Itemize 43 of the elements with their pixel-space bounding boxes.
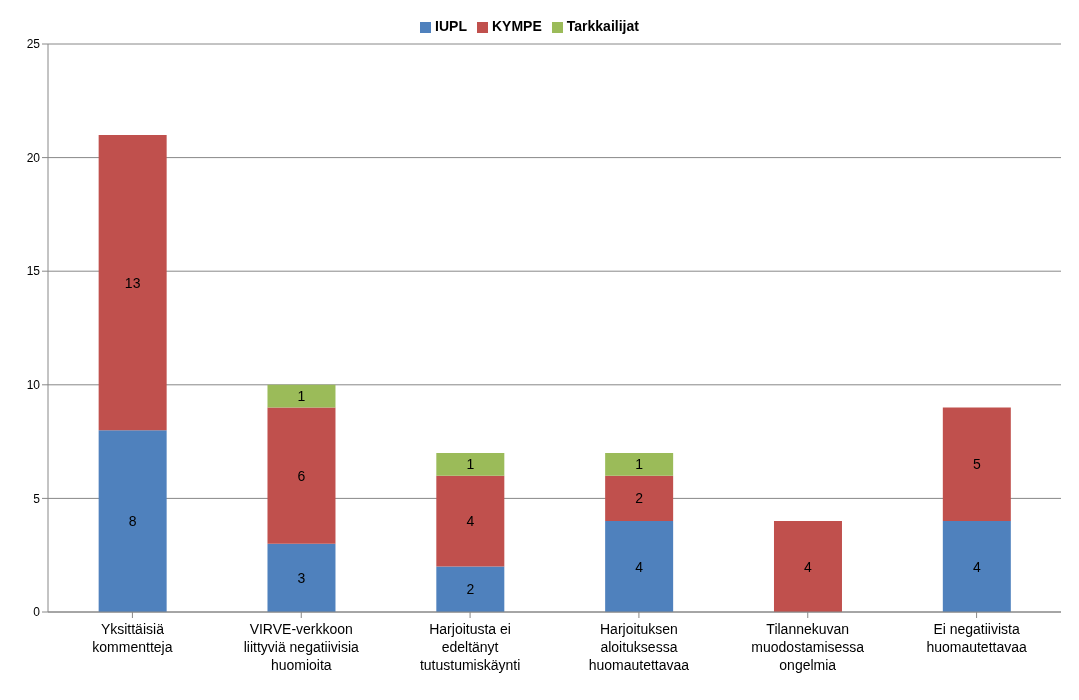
data-label: 13 (124, 274, 141, 291)
x-tick-label: VIRVE-verkkoon liittyviä negatiivisia huomioita (243, 621, 360, 673)
x-tick-label: Yksittäisiä kommentteja (92, 621, 173, 655)
x-tick-label: Tilannekuvan muodostamisessa ongelmia (751, 621, 865, 673)
data-label: 1 (297, 388, 306, 405)
bar (98, 134, 167, 431)
data-label: 4 (635, 558, 644, 575)
data-label: 5 (972, 456, 981, 473)
data-label: 6 (297, 467, 306, 484)
data-label: 2 (466, 581, 475, 598)
data-label: 8 (128, 513, 137, 530)
data-label: 2 (635, 490, 644, 507)
data-label: 4 (804, 558, 813, 575)
y-tick-label: 25 (26, 37, 41, 52)
bar (605, 521, 674, 612)
data-label: 3 (297, 569, 306, 586)
x-tick-label: Harjoitusta ei edeltänyt tutustumiskäynti (419, 621, 521, 673)
bar (942, 407, 1011, 522)
bar (436, 475, 505, 567)
data-label: 4 (466, 513, 475, 530)
y-tick-label: 10 (26, 378, 41, 393)
x-tick-label: Ei negatiivista huomautettavaa (926, 621, 1027, 655)
bar (436, 566, 505, 612)
data-label: 1 (466, 456, 475, 473)
y-tick-label: 0 (33, 605, 41, 620)
y-tick-label: 5 (33, 491, 41, 506)
bar (942, 521, 1011, 612)
bar (267, 543, 336, 612)
bar (605, 452, 674, 476)
bar (267, 384, 336, 408)
legend-label: KYMPE (491, 18, 542, 34)
bar (267, 407, 336, 544)
data-label: 4 (972, 558, 981, 575)
y-tick-label: 20 (26, 150, 41, 165)
y-tick-label: 15 (26, 264, 41, 279)
bar (773, 521, 842, 612)
legend-label: IUPL (435, 18, 467, 34)
legend-label: Tarkkailijat (566, 18, 639, 34)
data-label: 1 (635, 456, 644, 473)
bar (436, 452, 505, 476)
bar (98, 430, 167, 612)
x-tick-label: Harjoituksen aloituksessa huomautettavaa (588, 621, 690, 673)
bar (605, 475, 674, 522)
